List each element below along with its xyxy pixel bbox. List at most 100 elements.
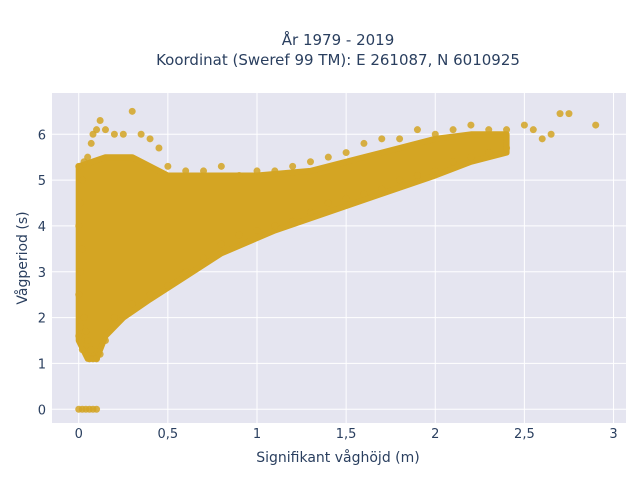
scatter-point bbox=[84, 337, 92, 344]
scatter-point bbox=[592, 121, 600, 129]
scatter-point bbox=[503, 144, 511, 152]
x-tick-label: 0,5 bbox=[158, 427, 179, 442]
scatter-point bbox=[137, 130, 145, 138]
scatter-point bbox=[538, 135, 546, 143]
scatter-point bbox=[217, 240, 225, 248]
scatter-point bbox=[75, 332, 83, 340]
scatter-point bbox=[235, 172, 243, 179]
scatter-point bbox=[556, 110, 564, 118]
y-tick-label: 2 bbox=[38, 312, 46, 327]
scatter-point bbox=[289, 162, 297, 170]
scatter-point bbox=[431, 130, 439, 138]
scatter-point bbox=[503, 126, 511, 134]
scatter-point bbox=[182, 167, 190, 175]
scatter-point bbox=[449, 158, 457, 166]
x-tick-label: 2,5 bbox=[514, 427, 535, 442]
scatter-point bbox=[324, 153, 332, 161]
scatter-point bbox=[467, 153, 475, 161]
scatter-point bbox=[485, 126, 493, 134]
scatter-point bbox=[235, 231, 243, 239]
scatter-point bbox=[146, 291, 154, 299]
scatter-point bbox=[565, 110, 573, 118]
scatter-point bbox=[324, 199, 332, 207]
y-tick-label: 0 bbox=[38, 403, 46, 418]
y-tick-label: 1 bbox=[38, 357, 46, 372]
scatter-point bbox=[128, 107, 136, 115]
scatter-point bbox=[77, 268, 85, 276]
scatter-point bbox=[146, 135, 154, 143]
scatter-point bbox=[75, 162, 83, 170]
scatter-point bbox=[87, 346, 95, 354]
scatter-point bbox=[547, 130, 555, 138]
scatter-point bbox=[467, 121, 475, 129]
scatter-point bbox=[84, 153, 92, 161]
scatter-point bbox=[155, 144, 163, 152]
y-axis-title: Vågperiod (s) bbox=[14, 211, 31, 304]
dense-point-cloud bbox=[75, 131, 510, 362]
y-tick-label: 3 bbox=[38, 266, 46, 281]
scatter-point bbox=[93, 405, 101, 413]
scatter-point bbox=[128, 300, 136, 308]
scatter-point bbox=[271, 167, 279, 175]
scatter-point bbox=[485, 149, 493, 157]
scatter-point bbox=[110, 130, 118, 138]
scatter-point bbox=[110, 314, 118, 322]
x-axis-title: Signifikant våghöjd (m) bbox=[256, 449, 419, 466]
scatter-point bbox=[75, 222, 83, 230]
x-tick-label: 0 bbox=[75, 427, 83, 442]
scatter-point bbox=[342, 149, 350, 157]
scatter-point bbox=[78, 346, 86, 354]
scatter-point bbox=[253, 167, 261, 175]
scatter-point bbox=[78, 176, 86, 184]
scatter-point bbox=[78, 245, 86, 253]
scatter-point bbox=[96, 350, 104, 358]
scatter-point bbox=[449, 126, 457, 134]
scatter-point bbox=[378, 135, 386, 143]
scatter-point bbox=[431, 167, 439, 175]
scatter-point bbox=[520, 121, 528, 129]
scatter-point bbox=[413, 126, 421, 134]
chart-title-line-2: Koordinat (Sweref 99 TM): E 261087, N 60… bbox=[156, 51, 520, 69]
scatter-point bbox=[182, 268, 190, 276]
scatter-point bbox=[164, 282, 172, 289]
scatter-point bbox=[342, 194, 350, 202]
scatter-point bbox=[253, 227, 261, 234]
scatter-point bbox=[360, 139, 368, 147]
scatter-point bbox=[101, 126, 109, 134]
scatter-point bbox=[396, 135, 404, 143]
scatter-point bbox=[75, 291, 83, 299]
scatter-point bbox=[82, 327, 90, 335]
scatter-point bbox=[396, 176, 404, 184]
scatter-point bbox=[80, 314, 88, 322]
scatter-point bbox=[93, 126, 101, 134]
scatter-point bbox=[96, 117, 104, 124]
scatter-point bbox=[101, 337, 109, 344]
scatter-point bbox=[200, 167, 208, 175]
scatter-point bbox=[271, 222, 279, 230]
scatter-point bbox=[119, 130, 127, 138]
x-tick-label: 1 bbox=[253, 427, 261, 442]
grid-lines bbox=[52, 93, 626, 423]
chart-title-line-1: År 1979 - 2019 bbox=[282, 30, 395, 49]
scatter-point bbox=[306, 158, 314, 166]
x-tick-label: 3 bbox=[609, 427, 617, 442]
scatter-point bbox=[306, 208, 314, 216]
y-tick-label: 6 bbox=[38, 128, 46, 143]
scatter-point bbox=[360, 190, 368, 198]
scatter-point bbox=[378, 185, 386, 193]
y-tick-label: 5 bbox=[38, 174, 46, 189]
scatter-point bbox=[217, 162, 225, 170]
scatter-point bbox=[200, 254, 208, 262]
scatter-point bbox=[529, 126, 537, 134]
scatter-point bbox=[77, 323, 85, 331]
data-points bbox=[75, 107, 600, 413]
tick-labels: 0 0,5 1 1,5 2 2,5 3 0 1 2 3 4 5 6 bbox=[38, 128, 618, 442]
scatter-point bbox=[164, 162, 172, 170]
scatter-point bbox=[289, 217, 297, 225]
x-tick-label: 2 bbox=[431, 427, 439, 442]
y-tick-label: 4 bbox=[38, 220, 46, 235]
scatter-point bbox=[87, 139, 95, 147]
x-tick-label: 1,5 bbox=[336, 427, 357, 442]
